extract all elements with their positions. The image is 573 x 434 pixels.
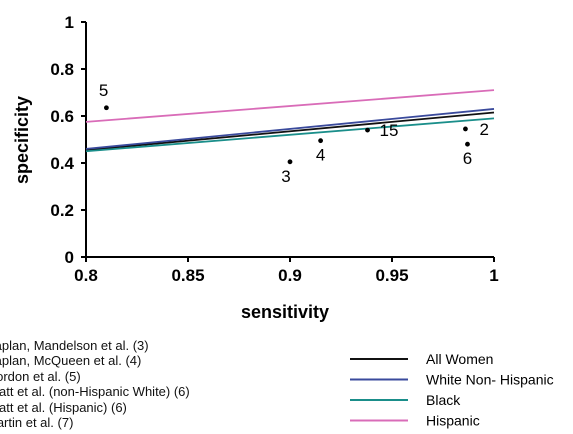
data-point	[465, 141, 470, 147]
x-tick-label: 0.8	[74, 266, 98, 285]
data-point-label: 3	[281, 167, 290, 186]
y-tick-label: 0.8	[50, 60, 74, 79]
plot-axes	[85, 22, 494, 258]
reference-item: Kaplan, Mandelson et al. (3)	[0, 338, 149, 353]
reference-item: Pratt et al. (non-Hispanic White) (6)	[0, 384, 190, 400]
tick-labels: 0.8 0.85 0.9 0.95 1 0 0.2 0.4 0.6 0.8 1	[50, 13, 498, 285]
series-lines	[85, 89, 495, 153]
series-line	[85, 111, 495, 151]
x-tick-label: 0.85	[171, 266, 204, 285]
x-tick-label: 0.95	[375, 266, 408, 285]
reference-item: Martin et al. (7)	[0, 415, 74, 431]
y-axis-label: specificity	[12, 96, 32, 184]
data-point-label: 6	[463, 149, 472, 168]
data-point	[104, 105, 109, 111]
legend-label: Black	[426, 392, 461, 408]
y-tick-label: 0.6	[50, 107, 74, 126]
x-tick-label: 1	[489, 266, 498, 285]
data-point-label: 2	[479, 120, 488, 139]
legend-label: Hispanic	[426, 413, 480, 429]
legend-label: White Non- Hispanic	[426, 372, 554, 388]
data-point	[365, 127, 370, 133]
data-point-label: 5	[99, 81, 108, 100]
data-point-label: 15	[380, 121, 399, 140]
data-points: 5 3 4 15 26	[99, 81, 489, 186]
reference-list: Kaplan, Mandelson et al. (3) Kaplan, McQ…	[0, 338, 190, 430]
y-tick-label: 0.2	[50, 201, 74, 220]
y-tick-label: 1	[65, 13, 74, 32]
legend: All Women White Non- Hispanic Black Hispani…	[350, 351, 554, 429]
y-tick-label: 0	[65, 248, 74, 267]
legend-label: All Women	[426, 351, 493, 367]
data-point	[287, 159, 293, 165]
x-tick-label: 0.9	[278, 266, 302, 285]
data-point	[463, 126, 468, 132]
reference-item: Kaplan, McQueen et al. (4)	[0, 353, 142, 369]
y-tick-label: 0.4	[50, 154, 74, 173]
series-line	[85, 117, 495, 153]
series-line	[85, 108, 495, 150]
x-axis-label: sensitivity	[241, 302, 329, 322]
reference-item: Pratt et al. (Hispanic) (6)	[0, 399, 127, 415]
series-line	[85, 89, 495, 123]
reference-item: Gordon et al. (5)	[0, 368, 81, 384]
data-point-label: 4	[316, 146, 325, 165]
data-point	[318, 138, 323, 144]
